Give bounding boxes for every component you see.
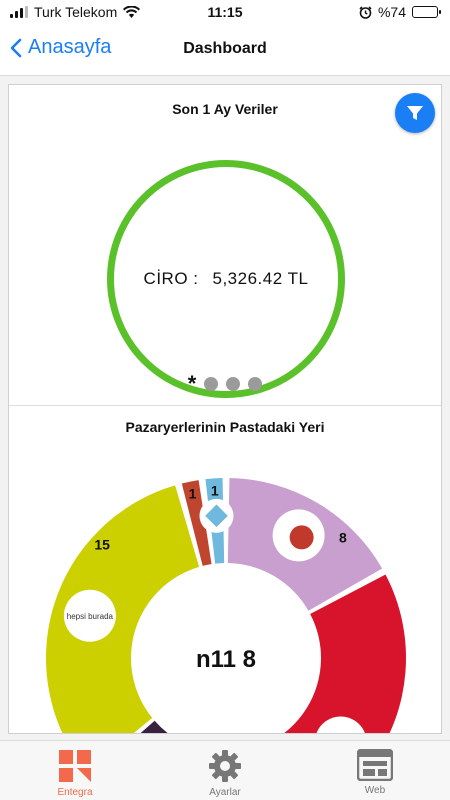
pie-slice-2[interactable] [91, 720, 205, 734]
slice-logo-text: hepsi burada [67, 612, 114, 621]
pie-slice-3[interactable] [46, 485, 200, 734]
alarm-icon [359, 5, 372, 19]
carrier-name: Turk Telekom [34, 4, 118, 20]
back-button[interactable]: Anasayfa [10, 36, 111, 59]
pie-slice-1[interactable] [194, 574, 406, 734]
akakce-logo-icon [316, 716, 365, 733]
gear-icon [209, 750, 241, 782]
section-divider [9, 405, 441, 406]
dashboard-card[interactable]: Son 1 Ay Veriler CİRO : 5,326.42 TL * Pa… [8, 84, 442, 734]
battery-percent: %74 [377, 4, 406, 20]
back-label: Anasayfa [28, 36, 112, 58]
page-dot[interactable] [226, 377, 241, 391]
page-dot[interactable] [204, 377, 219, 391]
filter-button[interactable] [395, 93, 435, 133]
chevron-left-icon [10, 38, 22, 57]
navigation-bar: Anasayfa Dashboard [0, 26, 450, 76]
tab-label: Ayarlar [209, 787, 241, 798]
summary-title: Son 1 Ay Veriler [172, 101, 278, 117]
ciro-ring: CİRO : 5,326.42 TL [107, 160, 345, 398]
pie-slice-4[interactable] [181, 480, 212, 566]
slice-value-label: 15 [94, 536, 110, 552]
wifi-icon [123, 6, 141, 18]
web-icon [357, 749, 393, 781]
ciro-value: 5,326.42 TL [212, 269, 309, 288]
page-dot[interactable] [248, 377, 263, 391]
tab-ayarlar[interactable]: Ayarlar [150, 741, 300, 800]
tab-label: Web [364, 785, 386, 796]
tab-label: Entegra [57, 787, 93, 798]
hepsiburada-logo-icon [63, 589, 116, 642]
tab-bar: Entegra Ayarlar Web [0, 740, 450, 800]
slice-value-label: 1 [189, 485, 197, 501]
status-time: 11:15 [207, 4, 243, 20]
ladybug-shape [289, 525, 314, 550]
tab-web[interactable]: Web [300, 741, 450, 800]
active-page-marker: * [187, 371, 197, 396]
donut-center-label: n11 8 [196, 646, 256, 673]
status-bar: Turk Telekom 11:15 %74 [0, 0, 450, 26]
battery-icon [412, 6, 441, 18]
entegra-icon [59, 750, 91, 782]
pie-title: Pazaryerlerinin Pastadaki Yeri [125, 419, 325, 435]
tab-entegra[interactable]: Entegra [0, 741, 150, 800]
ciro-label: CİRO : [143, 269, 199, 288]
page-indicator[interactable]: * [9, 371, 441, 396]
slice-value-label: 1 [211, 482, 219, 498]
slice-value-label: 8 [339, 529, 347, 545]
donut-hole [133, 565, 319, 733]
cellular-signal-icon [10, 6, 28, 18]
filter-icon [407, 106, 423, 120]
